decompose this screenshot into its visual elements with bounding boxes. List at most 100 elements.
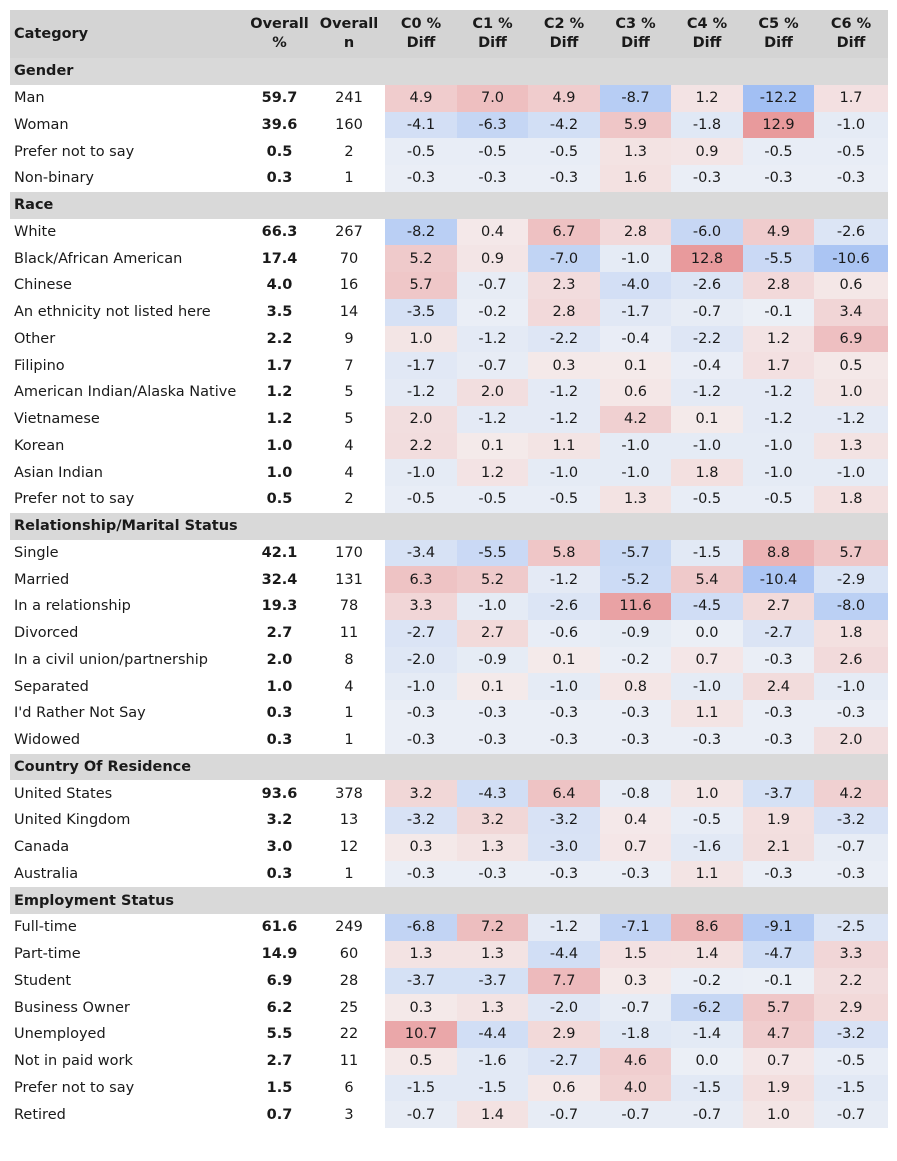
table-row: Prefer not to say 0.5 2 -0.5 -0.5 -0.5 1.3 -0.5…	[10, 486, 888, 513]
diff-cell: -7.0	[528, 245, 600, 272]
diff-cell: -0.3	[743, 726, 814, 754]
overall-percent-cell: 1.2	[266, 384, 293, 401]
diff-cell: 2.8	[528, 298, 600, 326]
diff-cell: 2.0	[385, 405, 457, 433]
diff-cell: -3.5	[385, 298, 457, 326]
diff-cell: -1.0	[814, 111, 888, 139]
table-header: Category Overall % Overall n C0 % Diff C1 % …	[10, 10, 888, 58]
diff-cell: 2.6	[814, 646, 888, 674]
overall-n-cell: 70	[339, 250, 359, 267]
row-label: United States	[14, 785, 113, 802]
table-row: I'd Rather Not Say 0.3 1 -0.3 -0.3 -0.3 -0.3 1.…	[10, 700, 888, 727]
diff-cell: 0.3	[385, 994, 457, 1021]
diff-cell: -1.5	[671, 1074, 743, 1102]
diff-cell: 12.8	[671, 245, 743, 272]
diff-cell: 10.7	[385, 1021, 457, 1048]
diff-cell: -4.0	[600, 272, 671, 299]
diff-cell: -0.4	[600, 325, 671, 353]
diff-cell: -1.0	[528, 673, 600, 700]
diff-cell: -1.2	[457, 405, 528, 433]
column-header: Overall n	[313, 10, 385, 58]
diff-cell: -10.4	[743, 566, 814, 593]
table-row: Full-time 61.6 249 -6.8 7.2 -1.2 -7.1 8.6 -9.1 -2…	[10, 914, 888, 941]
diff-cell: -3.2	[814, 1021, 888, 1048]
diff-cell: -0.5	[457, 138, 528, 165]
table-row: Man 59.7 241 4.9 7.0 4.9 -8.7 1.2 -12.2 1.7	[10, 84, 888, 112]
overall-n-cell: 1	[344, 732, 354, 749]
diff-cell: -1.5	[814, 1074, 888, 1102]
table-row: Prefer not to say 0.5 2 -0.5 -0.5 -0.5 1.3 0.9-…	[10, 138, 888, 165]
diff-cell: -1.5	[385, 1074, 457, 1102]
diff-cell: -0.9	[457, 646, 528, 674]
diff-cell: 5.4	[671, 566, 743, 593]
table-row: In a relationship 19.3 78 3.3 -1.0 -2.6 11.6 -4…	[10, 593, 888, 620]
diff-cell: -0.5	[528, 486, 600, 513]
row-label: Separated	[14, 678, 89, 695]
diff-cell: 1.3	[385, 940, 457, 968]
diff-cell: -1.0	[671, 673, 743, 700]
diff-cell: 1.2	[743, 325, 814, 353]
diff-cell: 1.3	[600, 138, 671, 165]
overall-n-cell: 16	[339, 277, 359, 294]
diff-cell: 2.0	[457, 379, 528, 406]
diff-cell: 1.6	[600, 165, 671, 192]
diff-cell: 0.6	[814, 272, 888, 299]
diff-cell: -0.3	[600, 860, 671, 888]
section-header-row: Country Of Residence	[10, 753, 888, 781]
diff-cell: -2.0	[385, 646, 457, 674]
diff-cell: -0.7	[814, 833, 888, 861]
table-row: Part-time 14.9 60 1.3 1.3 -4.4 1.5 1.4 -4.7 3.3	[10, 940, 888, 968]
diff-cell: -1.0	[743, 432, 814, 460]
diff-cell: 2.8	[600, 218, 671, 246]
overall-percent-cell: 1.0	[266, 464, 293, 481]
diff-cell: 0.1	[457, 673, 528, 700]
diff-cell: 1.7	[743, 352, 814, 379]
row-label: Full-time	[14, 919, 77, 936]
category-column-header: Category	[10, 10, 246, 58]
diff-cell: 1.9	[743, 1074, 814, 1102]
diff-cell: 1.0	[814, 379, 888, 406]
diff-cell: -1.2	[385, 379, 457, 406]
table-row: Vietnamese 1.2 5 2.0 -1.2 -1.2 4.2 0.1 -1.2 -1.2	[10, 405, 888, 433]
diff-cell: -6.2	[671, 994, 743, 1021]
row-label: In a relationship	[14, 598, 131, 615]
row-label: American Indian/Alaska Native	[14, 384, 237, 401]
diff-cell: -1.5	[671, 539, 743, 567]
diff-cell: 1.2	[457, 459, 528, 486]
table-row: Business Owner 6.2 25 0.3 1.3 -2.0 -0.7 -6.2 5.7…	[10, 994, 888, 1021]
diff-cell: 6.9	[814, 325, 888, 353]
overall-n-cell: 5	[344, 384, 354, 401]
overall-n-cell: 4	[344, 464, 354, 481]
overall-percent-cell: 61.6	[261, 919, 298, 936]
column-header: Overall %	[246, 10, 313, 58]
diff-cell: -0.2	[600, 646, 671, 674]
overall-n-cell: 2	[344, 143, 354, 160]
table-row: American Indian/Alaska Native 1.2 5 -1.2 2.0…	[10, 379, 888, 406]
overall-n-cell: 241	[335, 90, 363, 107]
diff-cell: -3.4	[385, 539, 457, 567]
table-row: Married 32.4 131 6.3 5.2 -1.2 -5.2 5.4 -10.4 -2.9	[10, 566, 888, 593]
diff-cell: 3.3	[385, 593, 457, 620]
diff-cell: 3.2	[457, 807, 528, 834]
overall-percent-cell: 6.9	[266, 972, 293, 989]
diff-cell: -6.8	[385, 914, 457, 941]
overall-percent-cell: 39.6	[261, 116, 298, 133]
diff-cell: -0.6	[528, 619, 600, 647]
row-label: White	[14, 223, 57, 240]
overall-n-cell: 378	[335, 785, 363, 802]
overall-n-cell: 11	[339, 625, 359, 642]
diff-cell: -0.4	[671, 352, 743, 379]
diff-cell: 5.2	[385, 245, 457, 272]
diff-cell: -1.0	[600, 245, 671, 272]
diff-cell: 0.9	[671, 138, 743, 165]
diff-cell: -0.3	[600, 700, 671, 727]
diff-cell: -0.3	[671, 726, 743, 754]
diff-cell: 1.8	[814, 619, 888, 647]
diff-cell: 1.3	[814, 432, 888, 460]
row-label: Single	[14, 544, 59, 561]
overall-n-cell: 13	[339, 812, 359, 829]
diff-cell: 11.6	[600, 593, 671, 620]
diff-cell: -0.2	[671, 967, 743, 995]
diff-cell: 1.3	[457, 994, 528, 1021]
overall-percent-cell: 1.0	[266, 437, 293, 454]
